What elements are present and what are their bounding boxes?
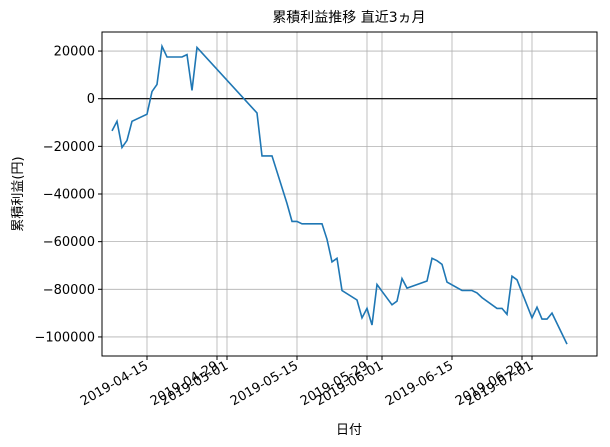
x-tick-label: 2019-04-15 [78, 358, 151, 409]
y-tick-labels: 20000 0 −20000 −40000 −60000 −80000 −100000 [34, 45, 102, 345]
y-tick-label: −40000 [43, 188, 95, 203]
x-tick-labels: 2019-04-152019-04-292019-05-012019-05-15… [78, 356, 536, 409]
series-line [111, 43, 568, 345]
y-tick-label: 0 [87, 92, 95, 107]
y-tick-label: 20000 [54, 45, 95, 60]
y-tick-label: −80000 [43, 283, 95, 298]
y-tick-label: −100000 [34, 330, 95, 345]
x-tick-label: 2019-05-15 [228, 358, 301, 409]
x-tick-label: 2019-06-15 [383, 358, 456, 409]
series-layer [111, 43, 568, 345]
chart-title: 累積利益推移 直近3ヵ月 [272, 9, 425, 26]
y-tick-label: −60000 [43, 235, 95, 250]
y-tick-label: −20000 [43, 140, 95, 155]
x-axis-label: 日付 [336, 423, 362, 438]
y-axis-label: 累積利益(円) [11, 156, 26, 231]
grid-layer [102, 32, 597, 356]
